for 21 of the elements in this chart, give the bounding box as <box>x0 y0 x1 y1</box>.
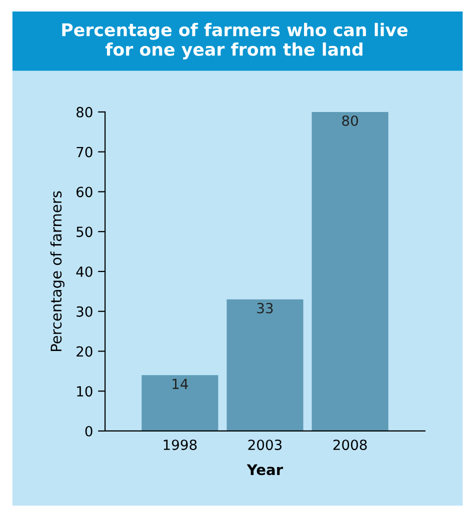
data-label: 80 <box>342 115 358 126</box>
y-tick-label: 10 <box>77 386 92 397</box>
x-tick-label: 2008 <box>333 440 367 450</box>
y-tick-label: 40 <box>76 266 92 277</box>
y-tick-label: 20 <box>76 346 92 357</box>
y-tick-label: 50 <box>76 226 92 238</box>
bar <box>312 112 388 431</box>
y-tick-label: 30 <box>76 306 92 317</box>
data-label: 14 <box>172 378 188 389</box>
data-label: 33 <box>257 302 273 314</box>
x-tick-label: 1998 <box>164 440 197 450</box>
x-axis-title: Year <box>246 464 284 476</box>
y-tick-label: 0 <box>85 426 92 436</box>
y-tick-label: 60 <box>76 186 92 198</box>
x-tick-label: 2003 <box>248 440 282 450</box>
bar <box>226 299 304 431</box>
y-tick-label: 70 <box>76 146 92 158</box>
y-tick-label: 80 <box>76 106 92 118</box>
bar <box>142 375 218 431</box>
chart-title: Percentage of farmers who can live for one year from the land <box>62 22 408 60</box>
y-axis-title: Percentage of farmers <box>50 191 64 352</box>
